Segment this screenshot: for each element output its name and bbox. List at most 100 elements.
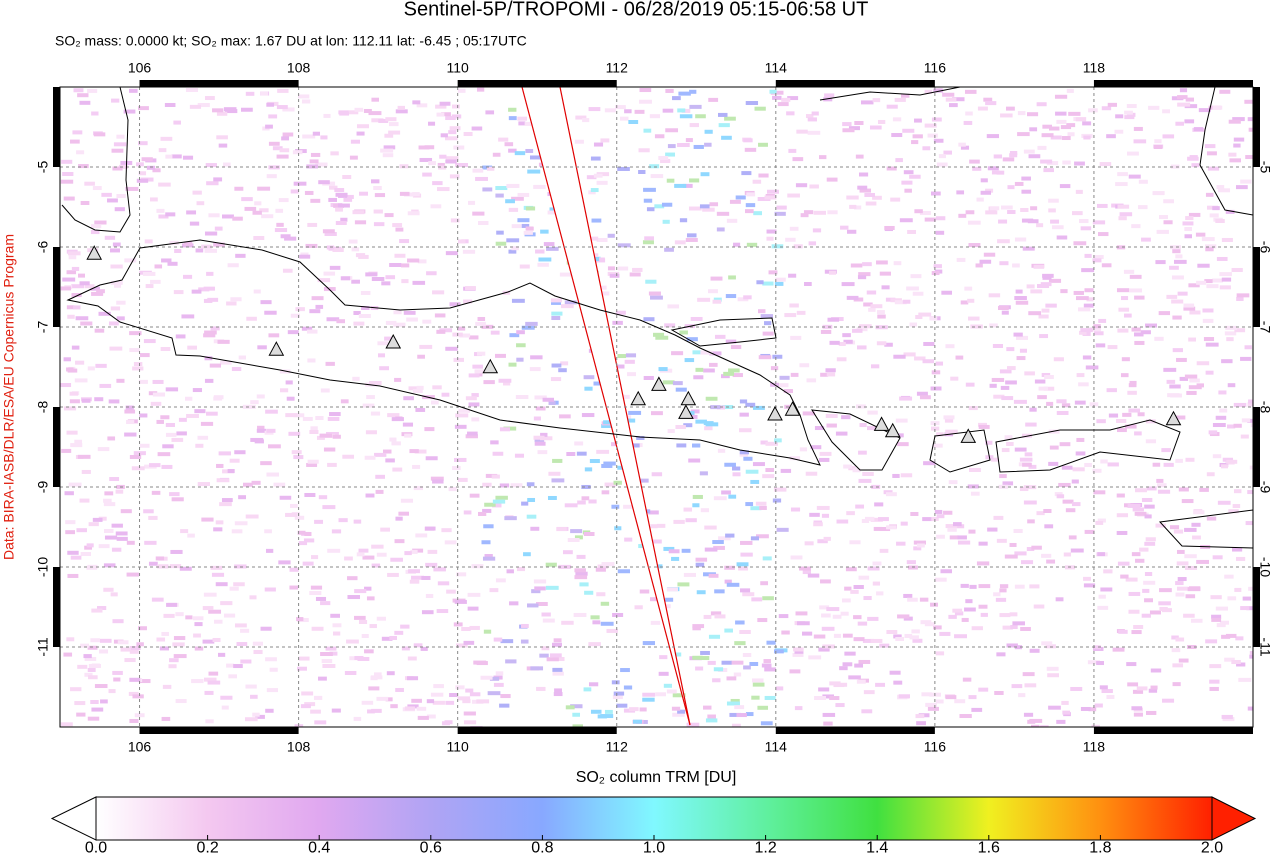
pixel [1101,689,1113,694]
pixel [875,325,888,330]
pixel [168,664,177,669]
pixel [836,519,849,524]
pixel [1155,260,1166,265]
pixel [1116,245,1126,250]
pixel [216,135,228,140]
pixel [1089,402,1099,407]
pixel [910,511,919,516]
pixel [968,316,980,321]
pixel [451,104,460,109]
pixel [1010,625,1018,630]
pixel [552,671,564,676]
pixel [922,517,934,522]
pixel [952,97,965,102]
pixel [1127,682,1139,687]
colorbar-tick-label: 2.0 [1201,839,1223,853]
pixel [214,226,223,231]
pixel [1240,606,1250,611]
pixel [508,116,517,121]
pixel [216,478,230,483]
pixel [721,660,732,665]
pixel [402,422,414,427]
pixel [157,564,168,569]
pixel [572,712,581,717]
pixel [559,272,572,277]
pixel [198,287,210,292]
pixel [762,281,774,286]
pixel [1128,383,1137,388]
pixel [1148,688,1158,693]
pixel [876,341,887,346]
pixel [684,358,695,363]
pixel [1247,490,1253,495]
pixel [819,451,832,456]
pixel [1006,643,1018,648]
pixel [700,350,713,355]
pixel [151,597,164,602]
pixel [113,142,127,147]
pixel [593,381,601,386]
pixel [1114,129,1124,134]
pixel [305,243,318,248]
pixel [712,678,721,683]
pixel [136,642,144,647]
pixel [910,274,922,279]
pixel [1233,423,1242,428]
pixel [1073,290,1084,295]
pixel [1184,234,1192,239]
pixel [78,164,89,169]
pixel [1088,707,1097,712]
pixel [1120,574,1129,579]
pixel [309,591,322,596]
pixel [446,589,456,594]
pixel [94,220,107,225]
pixel [329,651,338,656]
pixel [668,549,680,554]
pixel [745,101,759,106]
pixel [1036,102,1047,107]
pixel [1176,586,1189,591]
pixel [757,618,768,623]
pixel [1122,412,1132,417]
pixel [1231,660,1241,665]
pixel [590,188,599,193]
pixel [695,367,704,372]
pixel [75,316,89,321]
pixel [1221,277,1232,282]
pixel [457,326,466,331]
pixel [839,666,848,671]
pixel [725,533,735,538]
pixel [916,721,926,726]
pixel [126,420,135,425]
pixel [968,406,978,411]
pixel [194,409,206,414]
pixel [1084,462,1092,467]
pixel [1187,645,1197,650]
pixel [1169,265,1179,270]
pixel [240,659,252,664]
pixel [71,345,80,350]
pixel [260,461,272,466]
pixel [934,577,947,582]
pixel [240,107,253,112]
pixel [1171,275,1184,280]
pixel [408,386,421,391]
pixel [879,527,891,532]
pixel [411,575,425,580]
y-tick-label-left: -11 [35,637,51,656]
pixel [809,184,819,189]
pixel [829,340,840,345]
pixel [964,89,977,94]
pixel [152,392,166,397]
pixel [679,114,693,119]
pixel [1026,547,1035,552]
colorbar-tick-label: 1.8 [1089,839,1111,853]
pixel [253,650,263,655]
pixel [919,597,929,602]
pixel [1100,459,1108,464]
pixel [196,201,205,206]
pixel [265,657,277,662]
pixel [623,685,633,690]
pixel [142,271,156,276]
pixel [752,678,764,683]
